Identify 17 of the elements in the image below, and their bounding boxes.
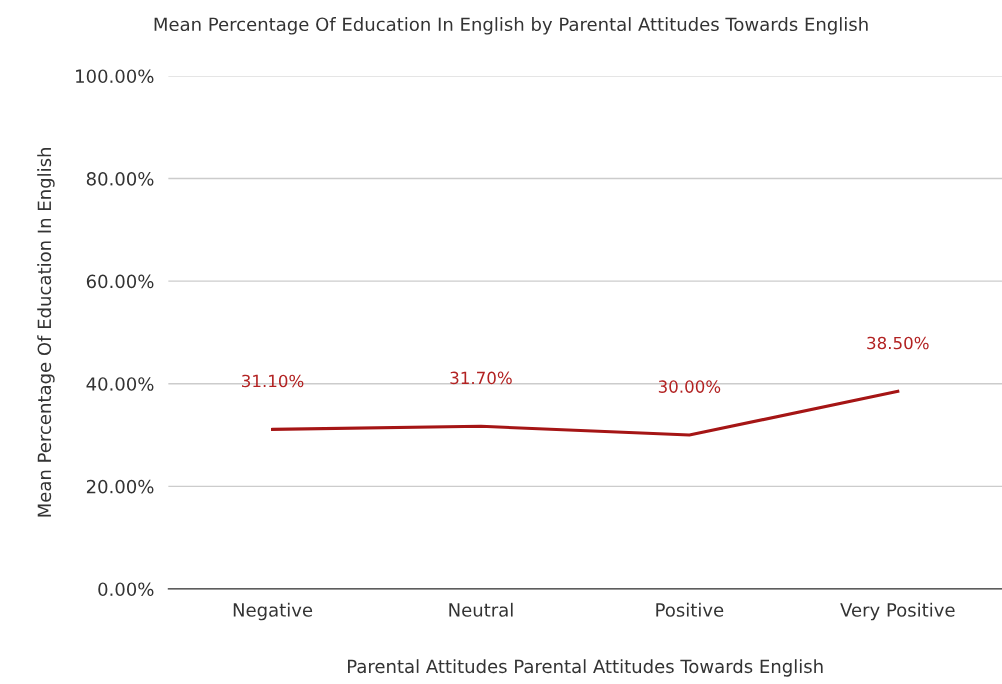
y-tick-label: 80.00% xyxy=(86,171,154,186)
x-tick-label: Neutral xyxy=(449,602,513,617)
x-tick-label: Negative xyxy=(233,602,313,621)
y-tick-label: 40.00% xyxy=(86,377,154,391)
y-tick-label: 20.00% xyxy=(86,479,154,494)
x-tick-label: Positive xyxy=(656,602,724,617)
data-label: 30.00% xyxy=(658,380,721,393)
data-label: 31.10% xyxy=(242,374,304,388)
y-tick-label: 100.00% xyxy=(76,69,154,84)
y-axis-title: Mean Percentage Of Education In English xyxy=(37,148,55,517)
data-label: 31.70% xyxy=(450,371,512,385)
x-tick-label: Very Positive xyxy=(840,602,955,621)
chart-title: Mean Percentage Of Education In English by Parental Attitudes Towards English xyxy=(154,17,868,35)
y-tick-label: 60.00% xyxy=(86,274,154,289)
data-label: 38.50% xyxy=(867,336,929,350)
x-axis-title: Parental Attitudes Parental Attitudes Towards English xyxy=(348,659,823,677)
y-tick-label: 0.00% xyxy=(98,582,154,597)
